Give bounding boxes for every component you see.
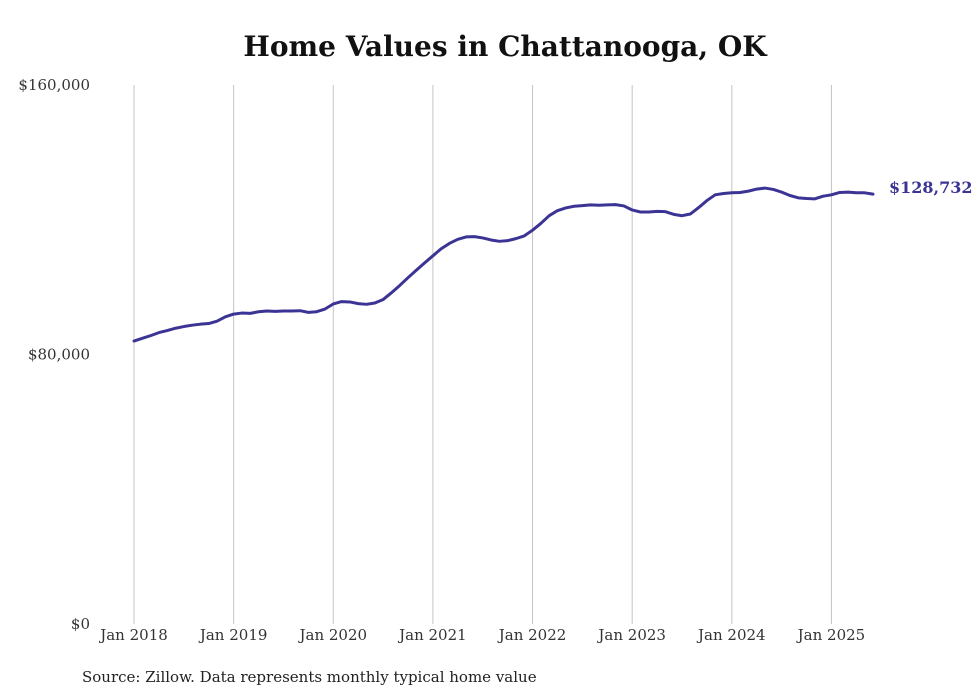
source-note: Source: Zillow. Data represents monthly … [82, 668, 537, 686]
x-tick-label: Jan 2023 [596, 626, 666, 644]
grid-layer [133, 85, 832, 624]
x-tick-label: Jan 2024 [696, 626, 766, 644]
y-tick-label: $160,000 [18, 76, 90, 94]
chart-title: Home Values in Chattanooga, OK [243, 30, 767, 63]
x-tick-label: Jan 2018 [98, 626, 168, 644]
x-tick-label: Jan 2019 [198, 626, 268, 644]
x-tick-label: Jan 2020 [297, 626, 367, 644]
y-tick-label: $0 [71, 615, 90, 633]
x-tick-label: Jan 2022 [497, 626, 567, 644]
x-axis-ticks: Jan 2018 Jan 2019 Jan 2020 Jan 2021 Jan 2022… [98, 626, 865, 644]
x-tick-label: Jan 2021 [397, 626, 467, 644]
x-tick-label: Jan 2025 [796, 626, 866, 644]
y-axis-ticks: $0 $80,000 $160,000 [18, 76, 90, 633]
y-tick-label: $80,000 [28, 346, 90, 364]
series-line [132, 186, 875, 343]
end-value-label: $128,732 [889, 178, 973, 197]
label-layer: $128,732 [889, 178, 973, 197]
series-layer [132, 186, 875, 343]
